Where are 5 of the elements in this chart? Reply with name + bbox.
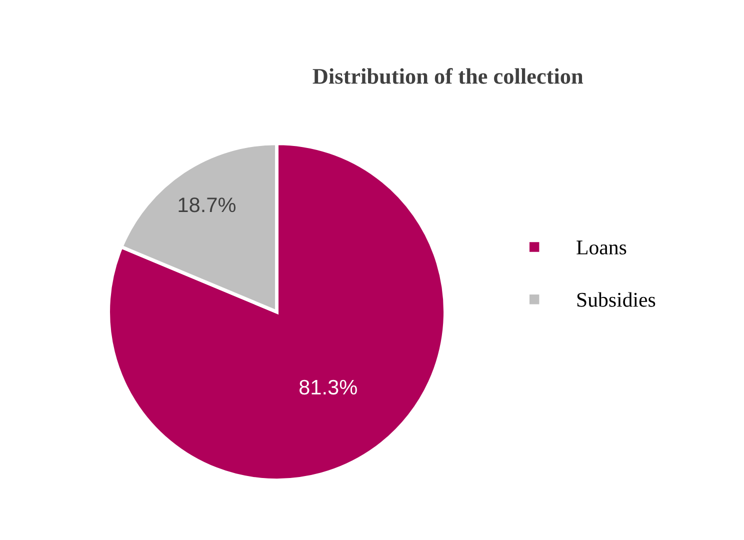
data-label: 18.7% [178,198,236,212]
legend-label: Loans [576,240,626,254]
chart-title: Distribution of the collection [312,68,584,84]
data-label: 81.3% [300,380,357,395]
legend-label: Subsidies [577,292,656,307]
